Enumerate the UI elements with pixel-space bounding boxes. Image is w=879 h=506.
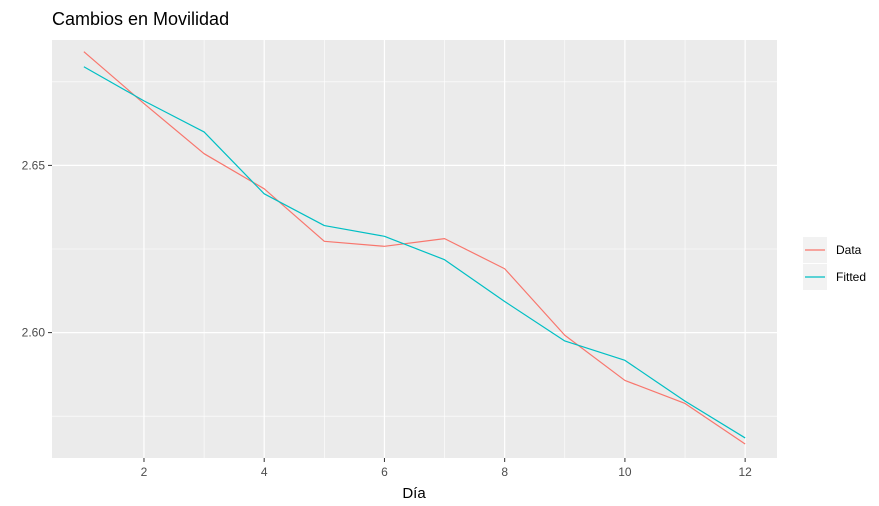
x-axis: 2 4 6 8 10 12 <box>141 458 752 479</box>
x-tick-label: 12 <box>738 465 752 479</box>
x-tick-label: 2 <box>141 465 148 479</box>
series-lines <box>83 51 746 445</box>
legend: Data Fitted <box>803 237 866 290</box>
x-tick-label: 4 <box>261 465 268 479</box>
x-tick-label: 10 <box>618 465 632 479</box>
chart-title: Cambios en Movilidad <box>52 9 229 29</box>
series-line-fitted <box>83 66 746 439</box>
major-gridlines <box>52 40 777 458</box>
minor-gridlines <box>52 40 777 458</box>
y-tick-label: 2.65 <box>22 158 46 172</box>
x-tick-label: 6 <box>381 465 388 479</box>
x-axis-title: Día <box>402 485 426 502</box>
series-line-data <box>83 51 746 445</box>
x-tick-label: 8 <box>501 465 508 479</box>
legend-label: Data <box>836 243 862 257</box>
legend-label: Fitted <box>836 270 866 284</box>
y-tick-label: 2.60 <box>22 326 46 340</box>
y-axis: 2.60 2.65 <box>22 158 52 340</box>
